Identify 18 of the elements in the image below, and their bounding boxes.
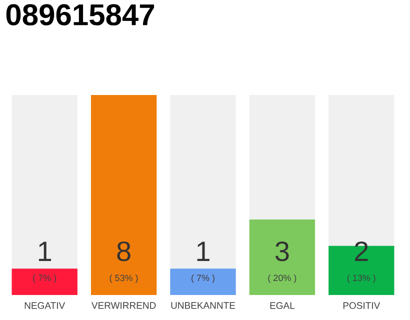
data-label: ( 13% ) xyxy=(347,274,376,283)
x-tick-label: NEGATIV xyxy=(24,302,66,309)
data-label: ( 20% ) xyxy=(268,274,296,283)
x-tick-label: UNBEKANNTE xyxy=(171,302,236,309)
bar xyxy=(12,268,78,295)
data-label: ( 53% ) xyxy=(110,274,138,283)
annotation: 2 xyxy=(355,241,368,261)
x-tick-label: VERWIRREND xyxy=(91,302,156,309)
chart-title: 089615847 xyxy=(6,4,154,26)
annotation: 1 xyxy=(197,242,210,261)
annotation: 3 xyxy=(275,241,289,262)
x-tick-label: EGAL xyxy=(270,302,295,309)
annotation: 8 xyxy=(117,241,130,262)
data-label: ( 7% ) xyxy=(33,274,56,283)
bar xyxy=(170,268,236,295)
data-label: ( 7% ) xyxy=(192,274,214,283)
annotation: 1 xyxy=(38,242,52,261)
x-tick-label: POSITIV xyxy=(343,302,380,309)
